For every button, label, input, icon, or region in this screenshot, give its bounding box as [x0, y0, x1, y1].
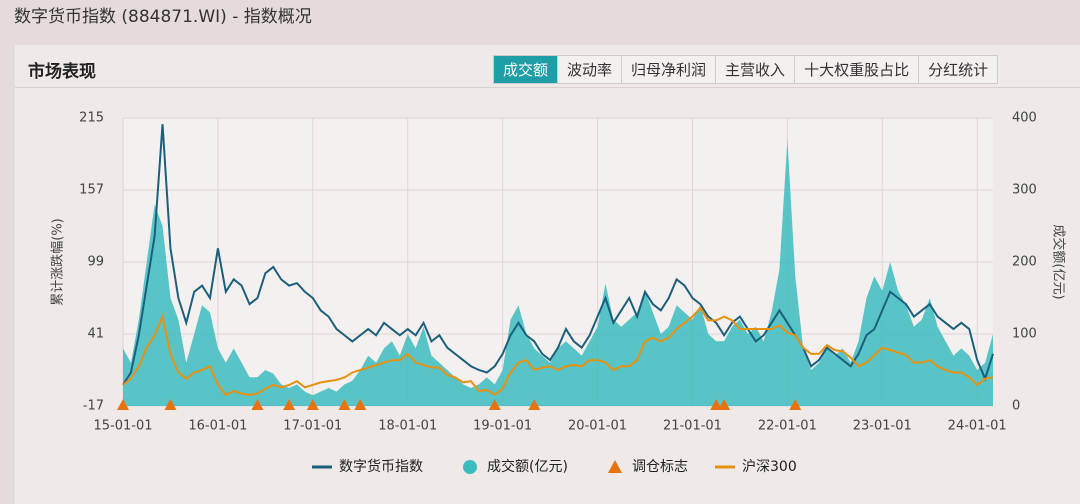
tab[interactable]: 主营收入: [715, 56, 794, 83]
divider: [15, 87, 1080, 88]
x-tick-label: 15-01-01: [93, 419, 152, 434]
rebalance-marker: [283, 399, 296, 410]
y-tick-label: -17: [83, 399, 104, 414]
rebalance-marker: [789, 399, 802, 410]
legend-label: 沪深300: [742, 459, 797, 475]
rebalance-marker: [354, 399, 367, 410]
x-tick-label: 22-01-01: [758, 419, 817, 434]
y2-tick-label: 200: [1012, 255, 1037, 270]
x-tick-label: 16-01-01: [188, 419, 247, 434]
rebalance-marker: [710, 399, 723, 410]
y2-axis-label: 成交额(亿元): [1051, 224, 1067, 299]
y2-tick-label: 0: [1012, 399, 1020, 414]
x-tick-label: 19-01-01: [473, 419, 532, 434]
panel-title: 市场表现: [28, 62, 96, 82]
y-tick-label: 41: [87, 327, 104, 342]
rebalance-marker: [338, 399, 351, 410]
rebalance-marker: [306, 399, 319, 410]
line: [122, 306, 994, 397]
rebalance-marker: [164, 399, 177, 410]
legend-swatch: [608, 460, 622, 473]
tab[interactable]: 成交额: [494, 56, 558, 83]
y-tick-label: 99: [87, 255, 104, 270]
area: [123, 139, 993, 406]
x-tick-label: 20-01-01: [568, 419, 627, 434]
x-tick-label: 21-01-01: [663, 419, 722, 434]
tab[interactable]: 波动率: [557, 56, 621, 83]
rebalance-marker: [251, 399, 264, 410]
rebalance-marker: [528, 399, 541, 410]
page-title: 数字货币指数 (884871.WI) - 指数概况: [14, 7, 312, 27]
y-tick-label: 215: [79, 111, 104, 126]
rebalance-marker: [718, 399, 731, 410]
rebalance-marker: [117, 399, 129, 410]
legend-label: 调仓标志: [632, 459, 688, 475]
x-tick-label: 18-01-01: [378, 419, 437, 434]
x-tick-label: 17-01-01: [283, 419, 342, 434]
legend-swatch: [463, 460, 477, 474]
x-tick-label: 24-01-01: [948, 419, 1007, 434]
tab[interactable]: 归母净利润: [621, 56, 715, 83]
x-tick-label: 23-01-01: [853, 419, 912, 434]
line: [122, 124, 994, 386]
y-tick-label: 157: [79, 183, 104, 198]
y-axis-label: 累计涨跌幅(%): [50, 218, 66, 306]
y2-tick-label: 400: [1012, 111, 1037, 126]
rebalance-marker: [488, 399, 501, 410]
legend-label: 成交额(亿元): [487, 458, 568, 475]
tabs: 成交额 波动率 归母净利润 主营收入 十大权重股占比 分红统计: [493, 55, 999, 84]
y2-tick-label: 300: [1012, 183, 1037, 198]
legend-label: 数字货币指数: [339, 458, 423, 475]
y2-tick-label: 100: [1012, 327, 1037, 342]
tab[interactable]: 十大权重股占比: [794, 56, 918, 83]
tab[interactable]: 分红统计: [918, 56, 997, 83]
